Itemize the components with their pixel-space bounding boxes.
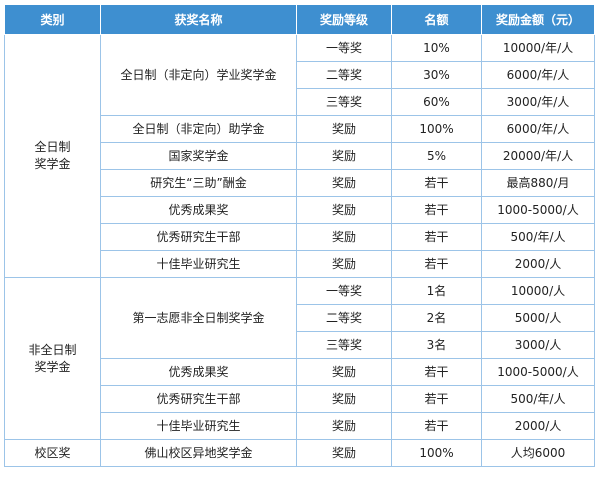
level-cell: 一等奖 <box>296 277 392 305</box>
quota-cell: 若干 <box>391 223 482 251</box>
award-name-cell: 优秀研究生干部 <box>100 223 297 251</box>
header-category: 类别 <box>4 4 101 35</box>
amount-cell: 500/年/人 <box>481 385 595 413</box>
quota-cell: 30% <box>391 61 482 89</box>
table-row: 二等奖 30% 6000/年/人 <box>5 61 595 89</box>
amount-cell: 10000/年/人 <box>481 34 595 62</box>
quota-cell: 若干 <box>391 196 482 224</box>
amount-cell: 5000/人 <box>481 304 595 332</box>
award-name-cell: 佛山校区异地奖学金 <box>100 439 297 467</box>
quota-cell: 60% <box>391 88 482 116</box>
amount-cell: 6000/年/人 <box>481 115 595 143</box>
table-row: 国家奖学金 奖励 5% 20000/年/人 <box>5 142 595 170</box>
quota-cell: 若干 <box>391 385 482 413</box>
category-cell: 校区奖 <box>4 439 101 467</box>
table-row: 全日制（非定向）助学金 奖励 100% 6000/年/人 <box>5 115 595 143</box>
table-body: 全日制 奖学金 全日制（非定向）学业奖学金 一等奖 10% 10000/年/人 二等奖 30%… <box>4 34 595 467</box>
award-name-cell: 国家奖学金 <box>100 142 297 170</box>
level-cell: 二等奖 <box>296 61 392 89</box>
level-cell: 奖励 <box>296 115 392 143</box>
award-name-cell: 十佳毕业研究生 <box>100 412 297 440</box>
quota-cell: 若干 <box>391 412 482 440</box>
quota-cell: 1名 <box>391 277 482 305</box>
level-cell: 奖励 <box>296 196 392 224</box>
award-name-cell: 第一志愿非全日制奖学金 <box>100 277 297 359</box>
award-name-cell: 十佳毕业研究生 <box>100 250 297 278</box>
level-cell: 奖励 <box>296 169 392 197</box>
quota-cell: 若干 <box>391 250 482 278</box>
amount-cell: 10000/人 <box>481 277 595 305</box>
award-name-cell: 全日制（非定向）助学金 <box>100 115 297 143</box>
quota-cell: 若干 <box>391 169 482 197</box>
category-cell: 全日制 奖学金 <box>4 34 101 278</box>
award-name-cell: 研究生“三助”酬金 <box>100 169 297 197</box>
level-cell: 一等奖 <box>296 34 392 62</box>
header-quota: 名额 <box>391 4 482 35</box>
level-cell: 奖励 <box>296 223 392 251</box>
quota-cell: 5% <box>391 142 482 170</box>
amount-cell: 最高880/月 <box>481 169 595 197</box>
amount-cell: 500/年/人 <box>481 223 595 251</box>
quota-cell: 若干 <box>391 358 482 386</box>
amount-cell: 6000/年/人 <box>481 61 595 89</box>
award-name-cell: 优秀研究生干部 <box>100 385 297 413</box>
table-row: 二等奖 2名 5000/人 <box>5 304 595 332</box>
level-cell: 奖励 <box>296 250 392 278</box>
amount-cell: 3000/人 <box>481 331 595 359</box>
quota-cell: 2名 <box>391 304 482 332</box>
scholarship-table: 类别 获奖名称 奖励等级 名额 奖励金额（元） 全日制 奖学金 全日制（非定向）学业… <box>4 4 595 467</box>
amount-cell: 1000-5000/人 <box>481 358 595 386</box>
table-row: 优秀研究生干部 奖励 若干 500/年/人 <box>5 223 595 251</box>
level-cell: 奖励 <box>296 142 392 170</box>
table-row: 优秀研究生干部 奖励 若干 500/年/人 <box>5 385 595 413</box>
amount-cell: 人均6000 <box>481 439 595 467</box>
amount-cell: 3000/年/人 <box>481 88 595 116</box>
table-row: 三等奖 60% 3000/年/人 <box>5 88 595 116</box>
category-cell: 非全日制 奖学金 <box>4 277 101 440</box>
amount-cell: 20000/年/人 <box>481 142 595 170</box>
header-amount: 奖励金额（元） <box>481 4 595 35</box>
header-award-name: 获奖名称 <box>100 4 297 35</box>
quota-cell: 100% <box>391 439 482 467</box>
award-name-cell: 优秀成果奖 <box>100 358 297 386</box>
table-row: 十佳毕业研究生 奖励 若干 2000/人 <box>5 412 595 440</box>
header-row: 类别 获奖名称 奖励等级 名额 奖励金额（元） <box>4 4 595 35</box>
table-row: 优秀成果奖 奖励 若干 1000-5000/人 <box>5 196 595 224</box>
level-cell: 三等奖 <box>296 331 392 359</box>
level-cell: 三等奖 <box>296 88 392 116</box>
table-row: 全日制 奖学金 全日制（非定向）学业奖学金 一等奖 10% 10000/年/人 <box>4 34 595 278</box>
amount-cell: 2000/人 <box>481 250 595 278</box>
header-level: 奖励等级 <box>296 4 392 35</box>
amount-cell: 2000/人 <box>481 412 595 440</box>
amount-cell: 1000-5000/人 <box>481 196 595 224</box>
level-cell: 二等奖 <box>296 304 392 332</box>
award-name-cell: 全日制（非定向）学业奖学金 <box>100 34 297 116</box>
table-row: 非全日制 奖学金 第一志愿非全日制奖学金 一等奖 1名 10000/人 <box>4 277 595 440</box>
table-row: 校区奖 佛山校区异地奖学金 奖励 100% 人均6000 <box>4 439 595 467</box>
quota-cell: 10% <box>391 34 482 62</box>
level-cell: 奖励 <box>296 358 392 386</box>
level-cell: 奖励 <box>296 412 392 440</box>
quota-cell: 100% <box>391 115 482 143</box>
award-name-cell: 优秀成果奖 <box>100 196 297 224</box>
level-cell: 奖励 <box>296 439 392 467</box>
table-row: 十佳毕业研究生 奖励 若干 2000/人 <box>5 250 595 278</box>
level-cell: 奖励 <box>296 385 392 413</box>
quota-cell: 3名 <box>391 331 482 359</box>
table-row: 研究生“三助”酬金 奖励 若干 最高880/月 <box>5 169 595 197</box>
